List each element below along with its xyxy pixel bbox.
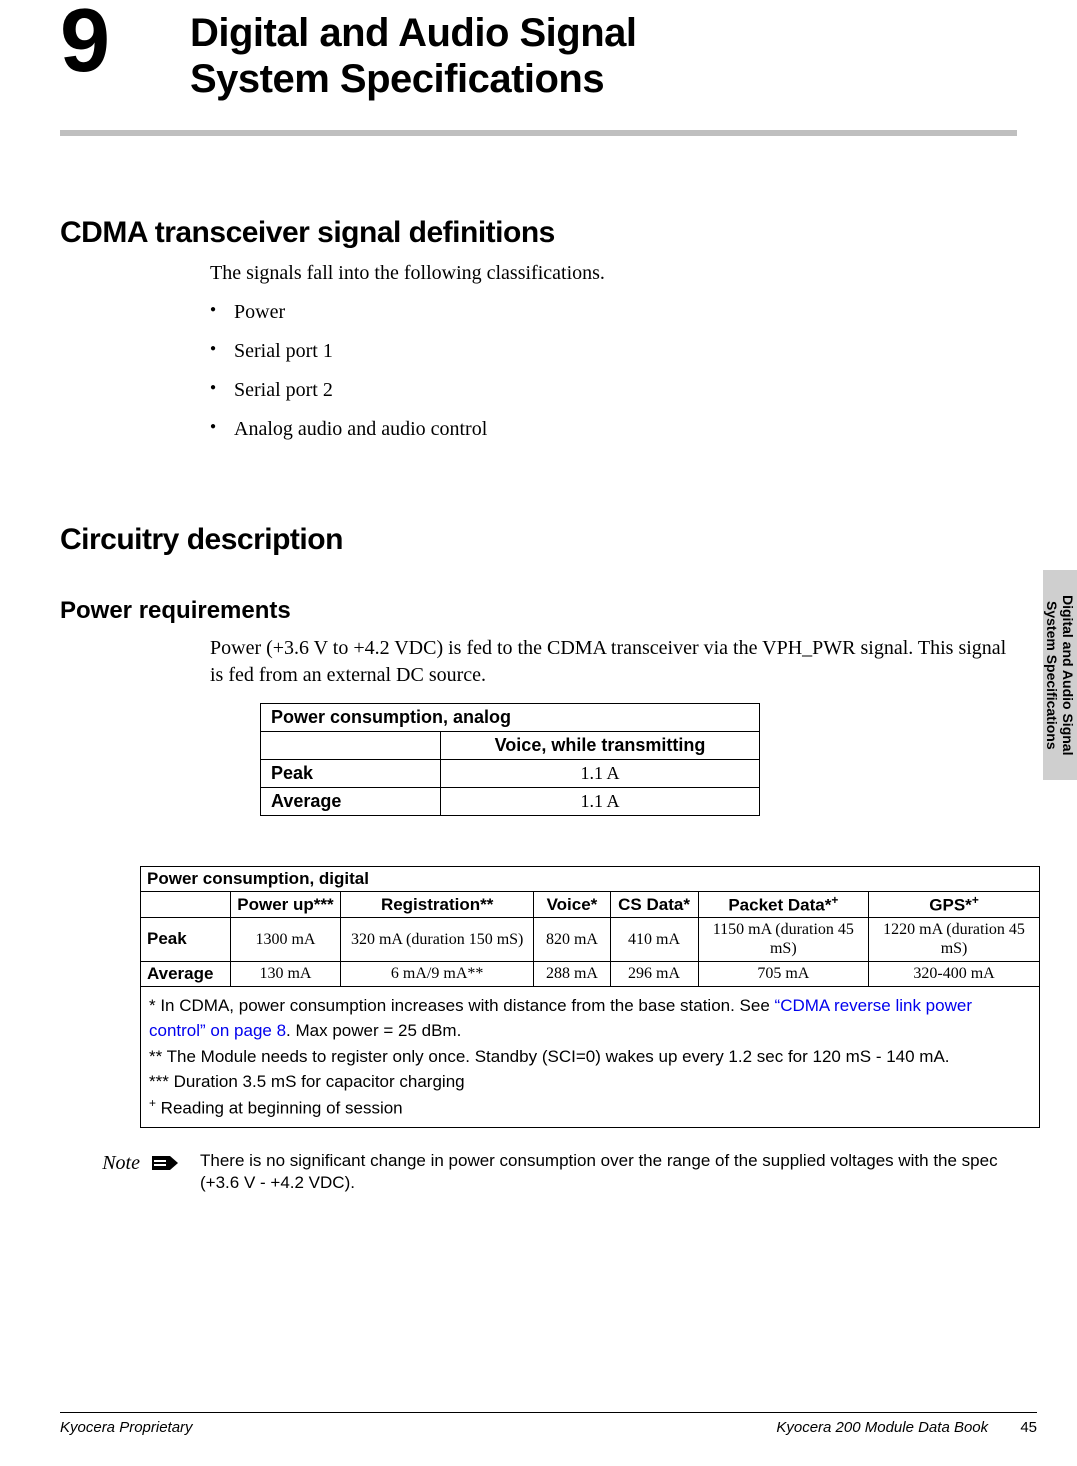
note-label: Note: [80, 1150, 140, 1175]
footnote-2: ** The Module needs to register only onc…: [149, 1044, 1031, 1070]
footer-book-title: Kyocera 200 Module Data Book: [776, 1419, 988, 1436]
table-row: Average 130 mA 6 mA/9 mA** 288 mA 296 mA…: [141, 961, 1040, 986]
section-cdma-heading: CDMA transceiver signal definitions: [60, 216, 1017, 250]
footnote-text: * In CDMA, power consumption increases w…: [149, 996, 775, 1015]
page-footer: Kyocera Proprietary Kyocera 200 Module D…: [60, 1412, 1037, 1436]
side-tab-line2: System Specifications: [1044, 601, 1060, 750]
footnote-1: * In CDMA, power consumption increases w…: [149, 993, 1031, 1044]
superscript: +: [831, 893, 838, 907]
table-col-header: Voice, while transmitting: [441, 732, 760, 760]
section-cdma-intro: The signals fall into the following clas…: [210, 260, 1017, 287]
cell-value: 320-400 mA: [869, 961, 1040, 986]
table-cell-empty: [141, 892, 231, 918]
col-header-registration: Registration**: [340, 892, 533, 918]
cell-value: 820 mA: [534, 918, 610, 961]
table-row: Average 1.1 A: [261, 788, 760, 816]
footer-left: Kyocera Proprietary: [60, 1419, 193, 1436]
table-caption: Power consumption, analog: [261, 704, 760, 732]
table-row: Peak 1.1 A: [261, 760, 760, 788]
page-number: 45: [992, 1419, 1037, 1436]
chapter-title: Digital and Audio Signal System Specific…: [180, 10, 637, 102]
divider-rule: [60, 130, 1017, 136]
superscript: +: [149, 1096, 156, 1110]
row-label: Peak: [261, 760, 441, 788]
chapter-header: 9 Digital and Audio Signal System Specif…: [60, 0, 1017, 102]
superscript: +: [972, 893, 979, 907]
col-header-csdata: CS Data*: [610, 892, 698, 918]
col-header-voice: Voice*: [534, 892, 610, 918]
side-tab-line1: Digital and Audio Signal: [1060, 595, 1076, 755]
table-cell-empty: [261, 732, 441, 760]
power-req-text: Power (+3.6 V to +4.2 VDC) is fed to the…: [210, 635, 1017, 689]
pencil-icon: [140, 1150, 180, 1179]
table-caption: Power consumption, digital: [141, 867, 1040, 892]
table-power-analog: Power consumption, analog Voice, while t…: [260, 703, 760, 816]
col-header-packetdata: Packet Data*+: [698, 892, 868, 918]
row-label: Average: [261, 788, 441, 816]
footnote-text: Reading at beginning of session: [156, 1098, 403, 1117]
footnote-3: *** Duration 3.5 mS for capacitor chargi…: [149, 1069, 1031, 1095]
note-text: There is no significant change in power …: [180, 1150, 1017, 1194]
table-footnotes: * In CDMA, power consumption increases w…: [141, 986, 1040, 1127]
list-item: Serial port 1: [210, 338, 1017, 365]
table-power-digital: Power consumption, digital Power up*** R…: [140, 866, 1040, 1128]
col-header-powerup: Power up***: [231, 892, 341, 918]
cell-value: 130 mA: [231, 961, 341, 986]
cell-value: 296 mA: [610, 961, 698, 986]
signal-classification-list: Power Serial port 1 Serial port 2 Analog…: [210, 299, 1017, 443]
cell-value: 288 mA: [534, 961, 610, 986]
cell-value: 1150 mA (duration 45 mS): [698, 918, 868, 961]
cell-value: 6 mA/9 mA**: [340, 961, 533, 986]
cell-value: 410 mA: [610, 918, 698, 961]
cell-value: 1.1 A: [441, 760, 760, 788]
chapter-title-line1: Digital and Audio Signal: [190, 11, 637, 55]
cell-value: 1.1 A: [441, 788, 760, 816]
footnote-4: + Reading at beginning of session: [149, 1095, 1031, 1121]
list-item: Serial port 2: [210, 377, 1017, 404]
list-item: Power: [210, 299, 1017, 326]
cell-value: 1220 mA (duration 45 mS): [869, 918, 1040, 961]
cell-value: 1300 mA: [231, 918, 341, 961]
section-circuitry-heading: Circuitry description: [60, 523, 1017, 557]
col-header-text: GPS*: [929, 896, 972, 915]
page-side-tab: Digital and Audio Signal System Specific…: [1043, 570, 1077, 780]
chapter-title-line2: System Specifications: [190, 57, 604, 101]
col-header-text: Packet Data*: [728, 896, 831, 915]
footnote-text: . Max power = 25 dBm.: [286, 1021, 461, 1040]
row-label: Peak: [141, 918, 231, 961]
col-header-gps: GPS*+: [869, 892, 1040, 918]
cell-value: 320 mA (duration 150 mS): [340, 918, 533, 961]
row-label: Average: [141, 961, 231, 986]
section-power-req-heading: Power requirements: [60, 597, 1017, 625]
footer-right: Kyocera 200 Module Data Book 45: [776, 1419, 1037, 1436]
table-row: Peak 1300 mA 320 mA (duration 150 mS) 82…: [141, 918, 1040, 961]
cell-value: 705 mA: [698, 961, 868, 986]
list-item: Analog audio and audio control: [210, 416, 1017, 443]
page-note: Note There is no significant change in p…: [80, 1150, 1017, 1194]
chapter-number: 9: [60, 10, 180, 73]
